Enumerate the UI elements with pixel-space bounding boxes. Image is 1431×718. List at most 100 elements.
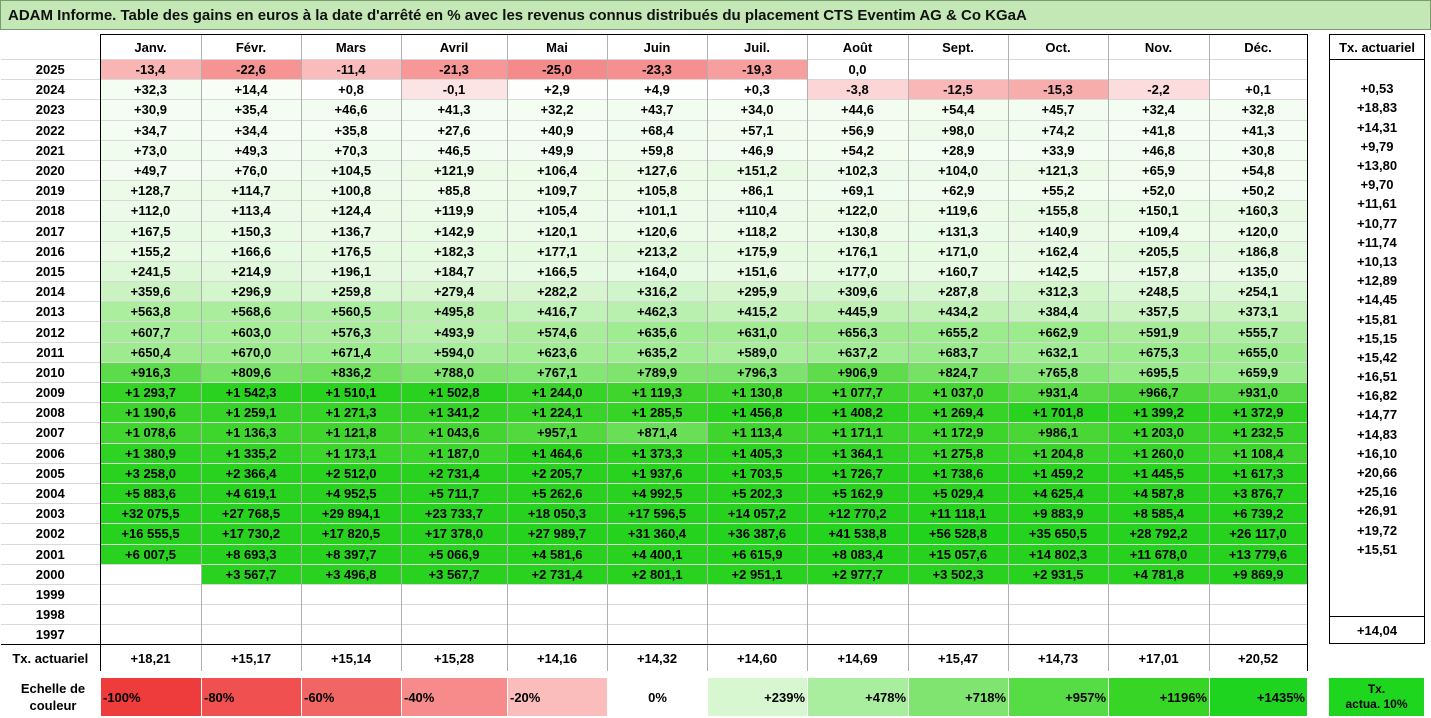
- gain-cell: [200, 583, 301, 605]
- gain-cell: [99, 563, 201, 585]
- gain-cell: +14,4: [200, 79, 301, 100]
- gain-cell: +796,3: [706, 361, 807, 383]
- gain-cell: +55,2: [1007, 180, 1108, 201]
- table-row: 2025 -13,4 -22,6 -11,4 -21,3 -25,0 -23,3 -19,3 0…: [1, 58, 1308, 80]
- gain-cell: +248,5: [1107, 281, 1209, 302]
- table-row: 1997: [1, 624, 1308, 646]
- gain-cell: 0,0: [806, 58, 908, 80]
- gain-cell: +136,7: [300, 220, 401, 242]
- gain-cell: +8 083,4: [806, 543, 908, 565]
- gain-cell: +0,3: [706, 79, 807, 100]
- gain-cell: +576,3: [300, 321, 401, 343]
- gain-cell: +177,1: [506, 240, 607, 262]
- gain-cell: +119,6: [907, 200, 1008, 221]
- gain-cell: +1 542,3: [200, 381, 301, 403]
- gain-cell: +213,2: [606, 240, 707, 262]
- gain-cell: -2,2: [1107, 79, 1209, 100]
- gain-cell: +656,3: [806, 321, 908, 343]
- gain-cell: +493,9: [400, 321, 507, 343]
- gain-cell: +1 136,3: [200, 422, 301, 444]
- gain-cell: [400, 624, 507, 646]
- table-row: 2009 +1 293,7 +1 542,3 +1 510,1 +1 502,8 +1 2…: [1, 381, 1308, 403]
- gain-cell: +17 596,5: [606, 503, 707, 524]
- footer-rate-cell: +14,69: [806, 644, 908, 672]
- tx-cell: [1329, 578, 1425, 598]
- gain-cell: +1 701,8: [1007, 402, 1108, 423]
- gain-cell: -23,3: [606, 58, 707, 80]
- gain-cell: +1 108,4: [1208, 442, 1308, 464]
- gain-cell: +5 202,3: [706, 482, 807, 504]
- gain-cell: +373,1: [1208, 301, 1308, 322]
- gain-cell: +1 130,8: [706, 381, 807, 403]
- month-header: Déc.: [1208, 34, 1308, 60]
- gain-cell: [1007, 583, 1108, 605]
- gain-cell: +495,8: [400, 301, 507, 322]
- legend-swatch: -40%: [402, 678, 508, 716]
- gain-cell: [1107, 624, 1209, 646]
- legend-label-line: Echelle de: [20, 681, 86, 696]
- gain-cell: +14 802,3: [1007, 543, 1108, 565]
- gain-cell: +17 378,0: [400, 523, 507, 544]
- tx-cell: +9,70: [1329, 175, 1425, 195]
- gain-cell: +166,6: [200, 240, 301, 262]
- year-label: 1997: [1, 624, 100, 646]
- gain-cell: +43,7: [606, 99, 707, 121]
- gain-cell: +34,7: [99, 119, 201, 141]
- gain-cell: -19,3: [706, 58, 807, 80]
- gain-cell: +49,3: [200, 139, 301, 161]
- gain-cell: +670,0: [200, 341, 301, 363]
- gain-cell: +33,9: [1007, 139, 1108, 161]
- gain-cell: +0,8: [300, 79, 401, 100]
- gain-cell: [806, 583, 908, 605]
- gain-cell: +100,8: [300, 180, 401, 201]
- gain-cell: +254,1: [1208, 281, 1308, 302]
- gain-cell: +128,7: [99, 180, 201, 201]
- gain-cell: +65,9: [1107, 159, 1209, 181]
- year-label: 2013: [1, 301, 100, 322]
- gain-cell: +415,2: [706, 301, 807, 322]
- tx-cell: +14,45: [1329, 290, 1425, 310]
- gain-cell: +120,1: [506, 220, 607, 242]
- gain-cell: +74,2: [1007, 119, 1108, 141]
- gain-cell: +62,9: [907, 180, 1008, 201]
- month-header: Nov.: [1107, 34, 1209, 60]
- year-label: 2000: [1, 563, 100, 585]
- gain-cell: [1007, 624, 1108, 646]
- gain-cell: [506, 583, 607, 605]
- gain-cell: [300, 624, 401, 646]
- table-row: 1998: [1, 604, 1308, 625]
- gain-cell: +316,2: [606, 281, 707, 302]
- gain-cell: +28 792,2: [1107, 523, 1209, 544]
- gain-cell: +2 977,7: [806, 563, 908, 585]
- table-row: 2007 +1 078,6 +1 136,3 +1 121,8 +1 043,6 +957…: [1, 422, 1308, 444]
- gain-cell: +4,9: [606, 79, 707, 100]
- gain-cell: -3,8: [806, 79, 908, 100]
- gain-cell: [99, 583, 201, 605]
- gain-cell: +4 625,4: [1007, 482, 1108, 504]
- table-row: 2024 +32,3 +14,4 +0,8 -0,1 +2,9 +4,9 +0,3 -3,8 -1…: [1, 79, 1308, 100]
- gain-cell: +86,1: [706, 180, 807, 201]
- year-label: 2001: [1, 543, 100, 565]
- gain-cell: +384,4: [1007, 301, 1108, 322]
- gain-cell: +2 512,0: [300, 462, 401, 484]
- year-label: 2007: [1, 422, 100, 444]
- gain-cell: +118,2: [706, 220, 807, 242]
- year-label: 2012: [1, 321, 100, 343]
- gain-cell: +150,1: [1107, 200, 1209, 221]
- gain-cell: +151,2: [706, 159, 807, 181]
- gain-cell: +635,2: [606, 341, 707, 363]
- gain-cell: +11 118,1: [907, 503, 1008, 524]
- gain-cell: +1 078,6: [99, 422, 201, 444]
- gain-cell: [1208, 624, 1308, 646]
- gain-cell: +279,4: [400, 281, 507, 302]
- gain-cell: +175,9: [706, 240, 807, 262]
- gain-cell: +2 205,7: [506, 462, 607, 484]
- gain-cell: +46,8: [1107, 139, 1209, 161]
- gain-cell: +176,5: [300, 240, 401, 262]
- gain-cell: +182,3: [400, 240, 507, 262]
- gain-cell: +119,9: [400, 200, 507, 221]
- year-label: 2002: [1, 523, 100, 544]
- gain-cell: +683,7: [907, 341, 1008, 363]
- tx-cell: +10,77: [1329, 213, 1425, 233]
- gain-cell: +109,7: [506, 180, 607, 201]
